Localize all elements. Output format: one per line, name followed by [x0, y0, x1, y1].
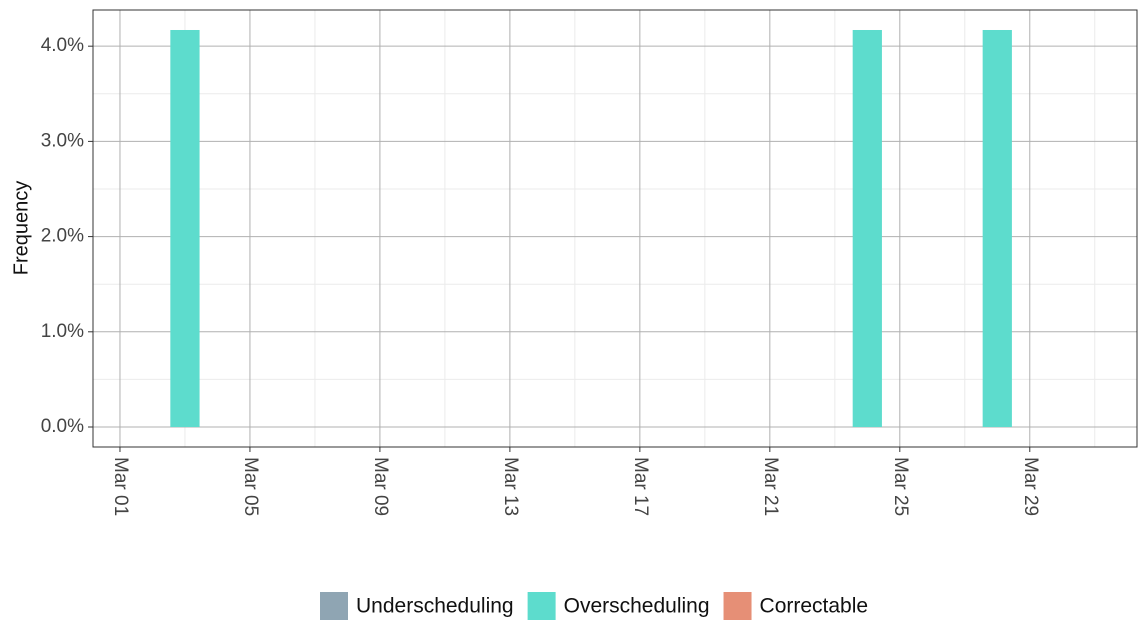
bar	[982, 29, 1012, 428]
legend-label: Underscheduling	[356, 595, 514, 618]
x-tick-label: Mar 13	[500, 457, 521, 516]
legend-swatch	[320, 592, 348, 620]
y-tick-label: 1.0%	[41, 321, 84, 342]
legend-swatch	[527, 592, 556, 620]
x-tick-label: Mar 01	[110, 457, 131, 516]
x-tick-label: Mar 29	[1020, 457, 1041, 516]
x-tick-label: Mar 05	[240, 457, 261, 516]
plot-border	[92, 9, 1138, 448]
legend-label: Correctable	[760, 595, 869, 618]
y-axis-label: Frequency	[10, 181, 32, 276]
y-tick-label: 4.0%	[41, 35, 84, 56]
x-tick-label: Mar 25	[890, 457, 911, 516]
bar	[170, 29, 200, 428]
y-tick-label: 0.0%	[41, 416, 84, 437]
x-tick-label: Mar 21	[760, 457, 781, 516]
y-tick-label: 2.0%	[41, 226, 84, 247]
legend-label: Overscheduling	[564, 595, 710, 618]
x-tick-label: Mar 09	[370, 457, 391, 516]
x-tick-label: Mar 17	[630, 457, 651, 516]
bar	[852, 29, 882, 428]
y-tick-label: 3.0%	[41, 130, 84, 151]
legend-swatch	[723, 592, 752, 620]
